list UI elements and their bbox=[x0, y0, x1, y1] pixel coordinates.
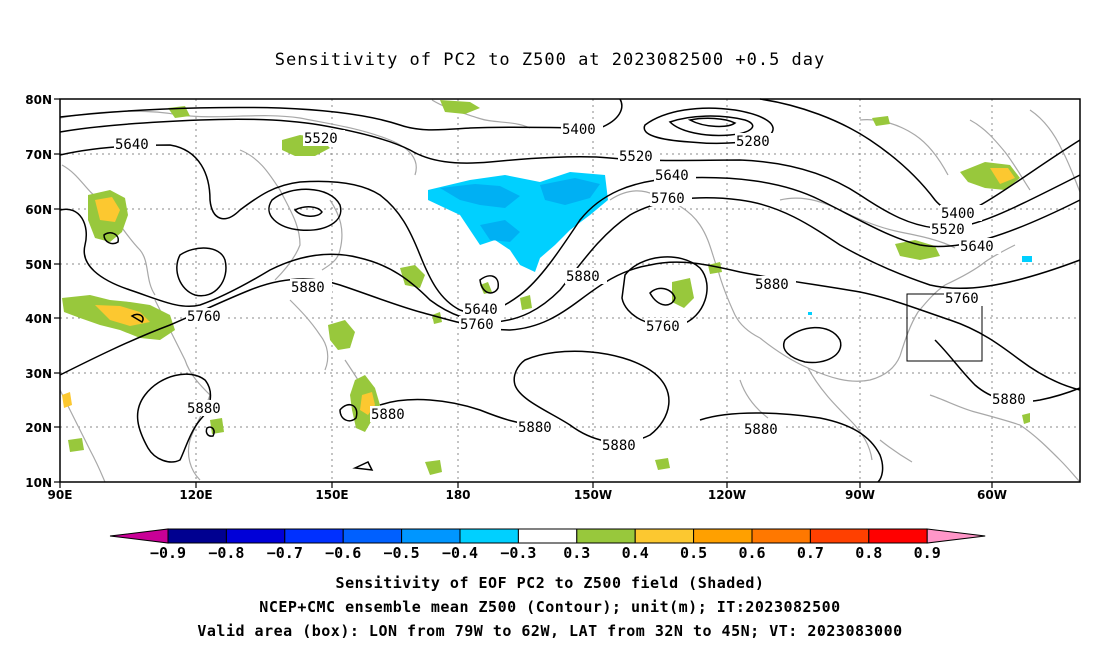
colorbar-swatch bbox=[284, 528, 344, 544]
lon-tick: 150E bbox=[315, 488, 348, 502]
contour-label: 5760 bbox=[187, 309, 221, 325]
lat-tick: 50N bbox=[25, 258, 52, 272]
colorbar-swatch bbox=[459, 528, 519, 544]
colorbar-swatch bbox=[401, 528, 461, 544]
colorbar-label: −0.4 bbox=[442, 544, 478, 562]
contour-label: 5880 bbox=[291, 280, 325, 296]
lat-tick: 20N bbox=[25, 421, 52, 435]
colorbar-label: 0.4 bbox=[622, 544, 649, 562]
colorbar-label: −0.9 bbox=[150, 544, 186, 562]
colorbar-label: −0.5 bbox=[384, 544, 420, 562]
contour-label: 5760 bbox=[646, 319, 680, 335]
map-title: Sensitivity of PC2 to Z500 at 2023082500… bbox=[274, 50, 826, 70]
caption-line-1: Sensitivity of EOF PC2 to Z500 field (Sh… bbox=[335, 574, 765, 592]
lon-tick: 150W bbox=[574, 488, 612, 502]
contour-label: 5880 bbox=[187, 401, 221, 417]
contour-5520 bbox=[59, 118, 1081, 230]
contour-labels: 5640 5520 5400 5280 5520 5640 5760 5880 … bbox=[114, 121, 1033, 454]
contour-label: 5880 bbox=[755, 277, 789, 293]
colorbar-label: 0.6 bbox=[738, 544, 765, 562]
colorbar-swatch bbox=[225, 528, 286, 544]
colorbar-left-tip bbox=[109, 528, 169, 544]
lon-axis-labels: 90E 120E 150E 180 150W 120W 90W 60W bbox=[48, 488, 1007, 502]
contour-label: 5520 bbox=[931, 222, 965, 238]
lon-tick: 120W bbox=[708, 488, 746, 502]
colorbar-label: 0.7 bbox=[797, 544, 824, 562]
colorbar-label: −0.7 bbox=[267, 544, 303, 562]
contour-label: 5880 bbox=[992, 392, 1026, 408]
lon-tick: 180 bbox=[445, 488, 470, 502]
colorbar-swatch bbox=[576, 528, 636, 544]
colorbar-label: −0.6 bbox=[325, 544, 361, 562]
contour-5640 bbox=[59, 144, 1081, 314]
contour-label: 5640 bbox=[464, 302, 498, 318]
lat-tick: 40N bbox=[25, 312, 52, 326]
contour-label: 5400 bbox=[941, 206, 975, 222]
colorbar-swatch bbox=[809, 528, 870, 544]
contour-label: 5760 bbox=[945, 291, 979, 307]
colorbar-swatch bbox=[751, 528, 811, 544]
lat-tick: 60N bbox=[25, 203, 52, 217]
lon-tick: 120E bbox=[179, 488, 212, 502]
colorbar: −0.9 −0.8 −0.7 −0.6 −0.5 −0.4 −0.3 0.3 0.4 0.5 0.6… bbox=[109, 528, 986, 562]
colorbar-swatch bbox=[693, 528, 753, 544]
colorbar-label: 0.8 bbox=[855, 544, 882, 562]
sensitivity-shading bbox=[62, 100, 1032, 475]
colorbar-label: 0.9 bbox=[914, 544, 941, 562]
colorbar-swatch bbox=[868, 528, 928, 544]
contour-label: 5640 bbox=[960, 239, 994, 255]
lat-tick: 70N bbox=[25, 148, 52, 162]
contour-label: 5880 bbox=[566, 269, 600, 285]
colorbar-label: −0.8 bbox=[208, 544, 244, 562]
tick-marks bbox=[54, 98, 993, 488]
contour-label: 5880 bbox=[371, 407, 405, 423]
colorbar-swatch bbox=[517, 528, 578, 544]
lat-tick: 80N bbox=[25, 93, 52, 107]
caption-line-2: NCEP+CMC ensemble mean Z500 (Contour); u… bbox=[259, 598, 841, 616]
contour-label: 5640 bbox=[115, 137, 149, 153]
colorbar-right-tip bbox=[926, 528, 986, 544]
colorbar-label: 0.3 bbox=[563, 544, 590, 562]
colorbar-label: −0.3 bbox=[500, 544, 536, 562]
contour-label: 5880 bbox=[602, 438, 636, 454]
colorbar-swatch bbox=[167, 528, 227, 544]
lon-tick: 60W bbox=[977, 488, 1007, 502]
lat-tick: 10N bbox=[25, 476, 52, 490]
lat-tick: 30N bbox=[25, 367, 52, 381]
contour-label: 5880 bbox=[744, 422, 778, 438]
contour-label: 5880 bbox=[518, 420, 552, 436]
map-panel: 5640 5520 5400 5280 5520 5640 5760 5880 … bbox=[25, 93, 1081, 502]
contour-label: 5760 bbox=[460, 317, 494, 333]
lon-tick: 90E bbox=[48, 488, 73, 502]
contour-label: 5400 bbox=[562, 122, 596, 138]
contour-label: 5760 bbox=[651, 191, 685, 207]
contour-label: 5520 bbox=[619, 149, 653, 165]
caption-line-3: Valid area (box): LON from 79W to 62W, L… bbox=[197, 622, 903, 640]
colorbar-swatch bbox=[634, 528, 695, 544]
z500-contours bbox=[59, 98, 1081, 483]
contour-label: 5640 bbox=[655, 168, 689, 184]
contour-label: 5280 bbox=[736, 134, 770, 150]
colorbar-swatch bbox=[342, 528, 403, 544]
lat-axis-labels: 80N 70N 60N 50N 40N 30N 20N 10N bbox=[25, 93, 52, 490]
contour-label: 5520 bbox=[304, 131, 338, 147]
colorbar-label: 0.5 bbox=[680, 544, 707, 562]
contour-5880 bbox=[59, 261, 1081, 391]
lon-tick: 90W bbox=[845, 488, 875, 502]
